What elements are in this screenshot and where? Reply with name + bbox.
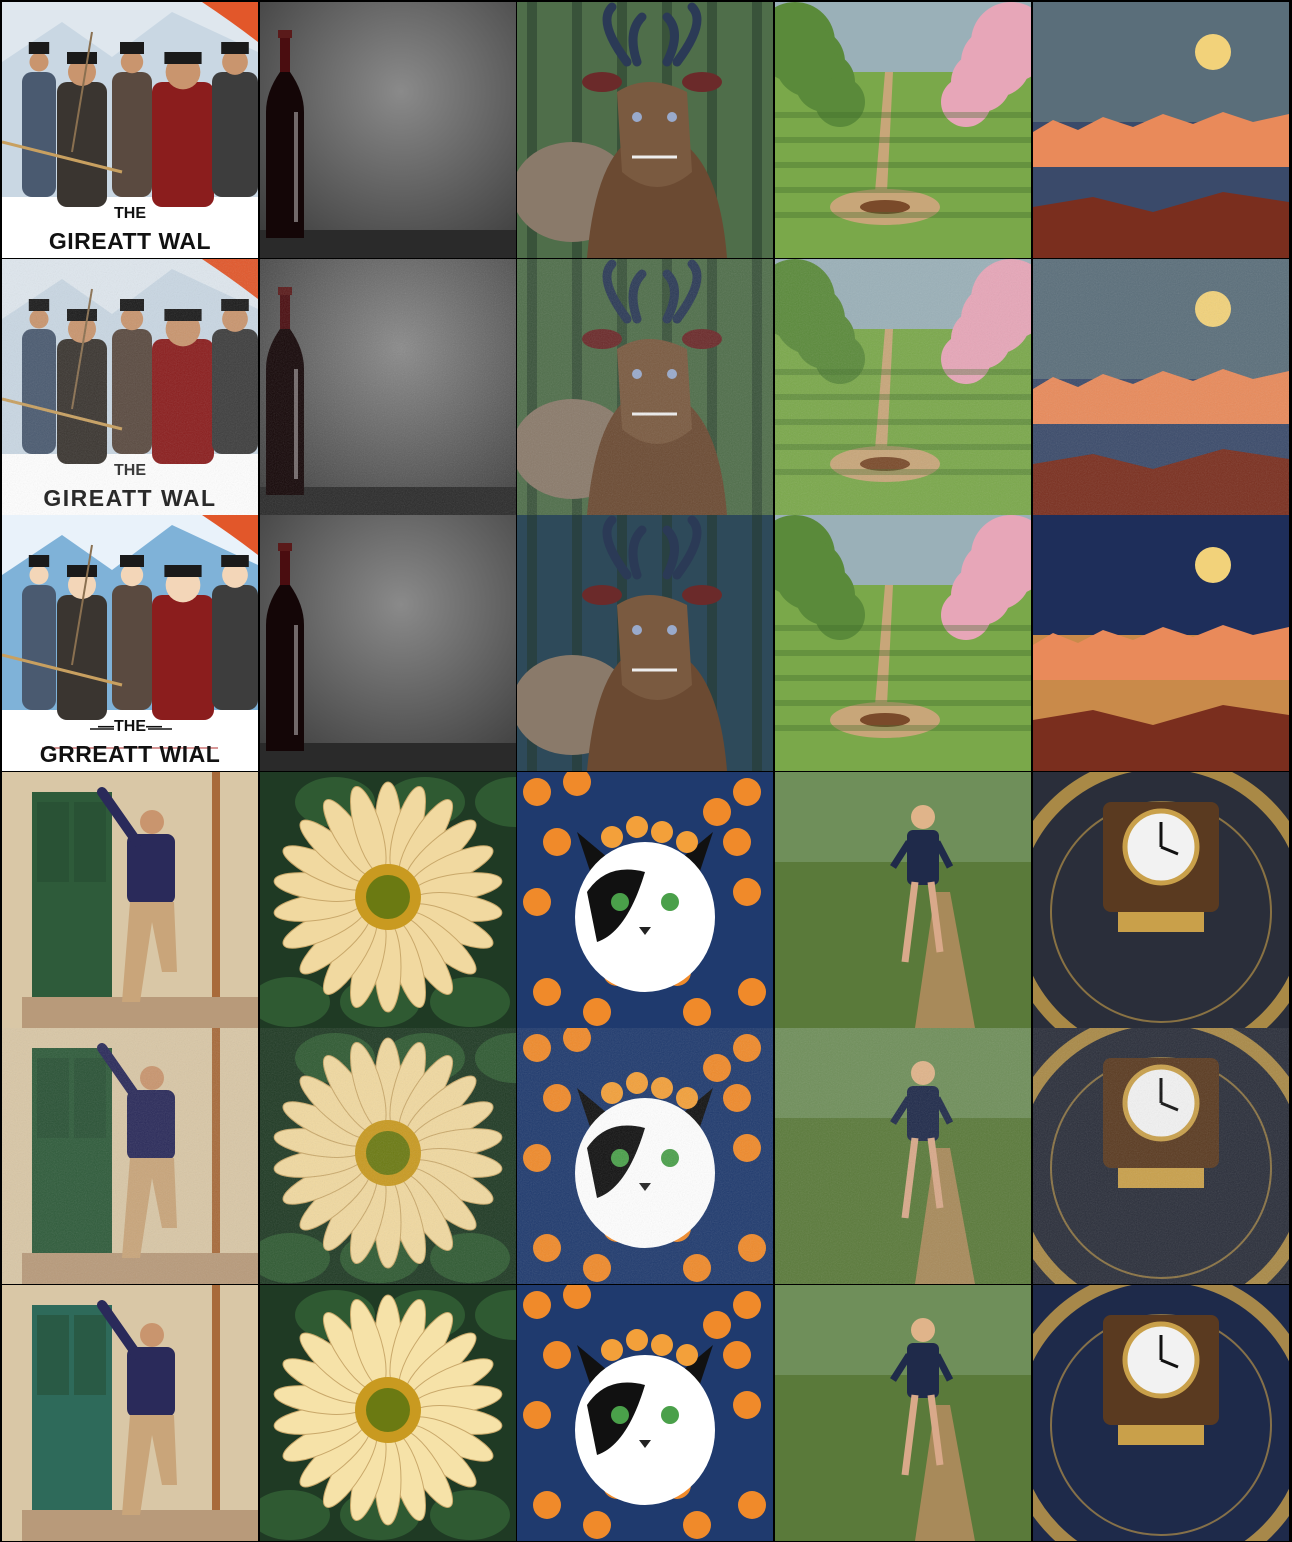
daisy-flower-image-3 bbox=[260, 1285, 516, 1541]
daisy-flower-image-1 bbox=[260, 772, 516, 1028]
flower-cat-image-1 bbox=[517, 772, 773, 1028]
clock-tower-image-1-art bbox=[1033, 772, 1289, 1028]
moon-mountains-image-2-art bbox=[1033, 259, 1289, 515]
man-at-door-image-3-art bbox=[2, 1285, 258, 1541]
runner-trail-image-2-art bbox=[775, 1028, 1031, 1284]
poster-title-text: GIREATT WAL bbox=[43, 485, 217, 511]
flower-cat-image-1-art bbox=[517, 772, 773, 1028]
warriors-poster-image-1: THE GIREATT WAL bbox=[2, 2, 258, 258]
runner-trail-image-1-art bbox=[775, 772, 1031, 1028]
wine-bottle-image-2 bbox=[260, 259, 516, 515]
man-at-door-image-1-art bbox=[2, 772, 258, 1028]
runner-trail-image-2 bbox=[775, 1028, 1031, 1284]
daisy-flower-image-1-art bbox=[260, 772, 516, 1028]
runner-trail-image-1 bbox=[775, 772, 1031, 1028]
poster-title-text: GIREATT WAL bbox=[48, 228, 212, 254]
horned-creature-image-1 bbox=[517, 2, 773, 258]
moon-mountains-image-3 bbox=[1033, 515, 1289, 771]
wine-bottle-image-2-art bbox=[260, 259, 516, 515]
moon-mountains-image-1 bbox=[1033, 2, 1289, 258]
horned-creature-image-1-art bbox=[517, 2, 773, 258]
orchard-path-image-1 bbox=[775, 2, 1031, 258]
wine-bottle-image-1 bbox=[260, 2, 516, 258]
clock-tower-image-3-art bbox=[1033, 1285, 1289, 1541]
orchard-path-image-1-art bbox=[775, 2, 1031, 258]
wine-bottle-image-3-art bbox=[260, 515, 516, 771]
flower-cat-image-2 bbox=[517, 1028, 773, 1284]
daisy-flower-image-2 bbox=[260, 1028, 516, 1284]
clock-tower-image-2 bbox=[1033, 1028, 1289, 1284]
poster-the-text: THE bbox=[114, 462, 146, 479]
orchard-path-image-2 bbox=[775, 259, 1031, 515]
warriors-poster-image-2: THE GIREATT WAL bbox=[2, 259, 258, 515]
daisy-flower-image-2-art bbox=[260, 1028, 516, 1284]
daisy-flower-image-3-art bbox=[260, 1285, 516, 1541]
clock-tower-image-2-art bbox=[1033, 1028, 1289, 1284]
flower-cat-image-3-art bbox=[517, 1285, 773, 1541]
clock-tower-image-3 bbox=[1033, 1285, 1289, 1541]
poster-title-text: GRREATT WIAL bbox=[39, 741, 221, 767]
horned-creature-image-2 bbox=[517, 259, 773, 515]
orchard-path-image-3 bbox=[775, 515, 1031, 771]
flower-cat-image-2-art bbox=[517, 1028, 773, 1284]
runner-trail-image-3 bbox=[775, 1285, 1031, 1541]
horned-creature-image-3-art bbox=[517, 515, 773, 771]
man-at-door-image-2 bbox=[2, 1028, 258, 1284]
man-at-door-image-3 bbox=[2, 1285, 258, 1541]
clock-tower-image-1 bbox=[1033, 772, 1289, 1028]
moon-mountains-image-3-art bbox=[1033, 515, 1289, 771]
orchard-path-image-3-art bbox=[775, 515, 1031, 771]
wine-bottle-image-1-art bbox=[260, 2, 516, 258]
runner-trail-image-3-art bbox=[775, 1285, 1031, 1541]
warriors-poster-image-3-art bbox=[2, 515, 258, 771]
wine-bottle-image-3 bbox=[260, 515, 516, 771]
moon-mountains-image-2 bbox=[1033, 259, 1289, 515]
horned-creature-image-3 bbox=[517, 515, 773, 771]
flower-cat-image-3 bbox=[517, 1285, 773, 1541]
warriors-poster-image-3: —THE— GRREATT WIAL bbox=[2, 515, 258, 771]
warriors-poster-image-1-art bbox=[2, 2, 258, 258]
moon-mountains-image-1-art bbox=[1033, 2, 1289, 258]
poster-the-text: —THE— bbox=[98, 718, 162, 735]
warriors-poster-image-2-art bbox=[2, 259, 258, 515]
orchard-path-image-2-art bbox=[775, 259, 1031, 515]
man-at-door-image-1 bbox=[2, 772, 258, 1028]
poster-the-text: THE bbox=[114, 205, 146, 222]
man-at-door-image-2-art bbox=[2, 1028, 258, 1284]
horned-creature-image-2-art bbox=[517, 259, 773, 515]
